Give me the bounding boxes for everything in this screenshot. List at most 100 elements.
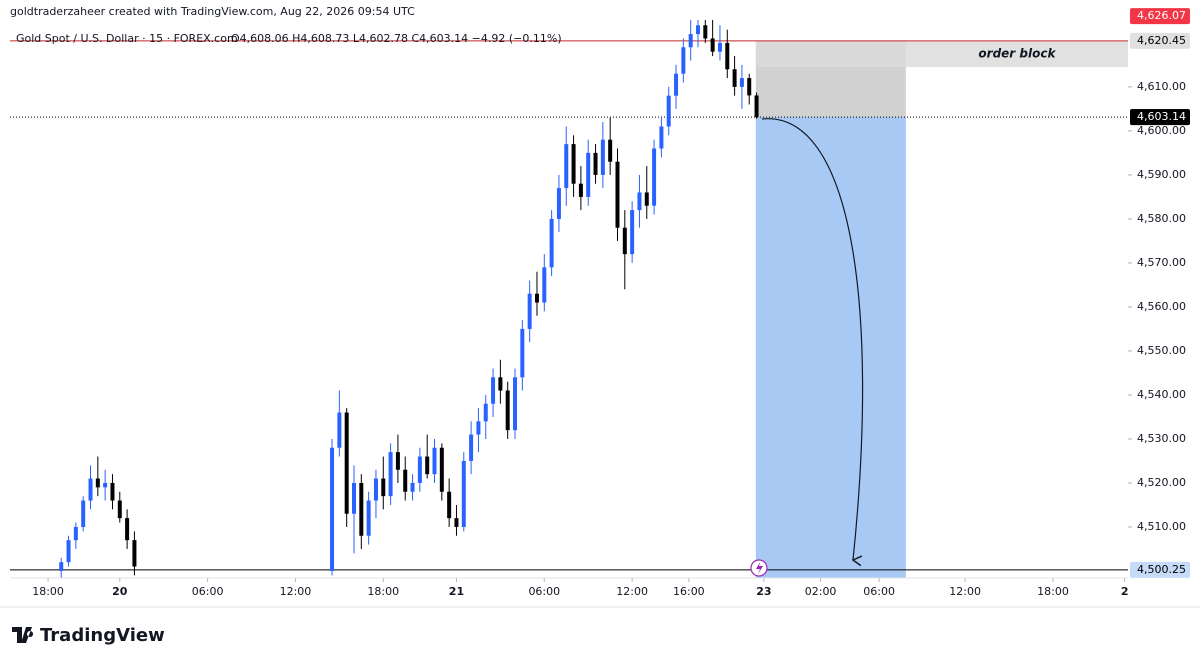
x-tick-label: 02:00 (805, 585, 837, 598)
candle-body (103, 482, 108, 488)
y-tick-label: 4,560.00 (1137, 300, 1186, 313)
y-tick-label: 4,530.00 (1137, 432, 1186, 445)
y-tick-label: 4,580.00 (1137, 212, 1186, 225)
candle-body (59, 562, 64, 571)
candle-body (447, 491, 452, 519)
candle-body (681, 47, 686, 74)
candle-body (425, 456, 430, 475)
price-label-box (1130, 109, 1190, 126)
candle-body (432, 447, 437, 475)
candle-body (703, 25, 708, 39)
x-tick-label: 20 (112, 585, 128, 598)
y-tick-label: 4,510.00 (1137, 520, 1186, 533)
candle-body (608, 139, 613, 162)
x-tick-label: 06:00 (192, 585, 224, 598)
event-icon-bolt (756, 562, 763, 574)
y-tick-label: 4,600.00 (1137, 124, 1186, 137)
price-label-box (1130, 561, 1190, 578)
candle-body (381, 478, 386, 497)
x-tick-label: 18:00 (1037, 585, 1069, 598)
candle-body (117, 500, 122, 519)
candle-body (73, 526, 78, 541)
candle-body (498, 377, 503, 391)
y-tick-label: 4,590.00 (1137, 168, 1186, 181)
candle-body (410, 482, 415, 492)
candle-body (483, 403, 488, 422)
plot (10, 20, 1128, 578)
candle-body (439, 447, 444, 492)
candle-body (542, 267, 547, 303)
candle-body (674, 73, 679, 96)
candle-body (366, 500, 371, 536)
price-label-box (1130, 8, 1190, 25)
y-tick-label: 4,550.00 (1137, 344, 1186, 357)
candle-body (337, 412, 342, 448)
candle-body (556, 188, 561, 219)
candle-body (330, 447, 335, 571)
candle-body (644, 192, 649, 206)
candle-body (461, 460, 466, 527)
candle-body (491, 377, 496, 404)
candle-body (469, 434, 474, 461)
order-block-label: order block (978, 46, 1056, 60)
price-label-box (1130, 32, 1190, 49)
candle-body (666, 95, 671, 127)
x-tick-label: 06:00 (863, 585, 895, 598)
candle-body (81, 500, 86, 527)
ohlc: O4,608.06 H4,608.73 L4,602.78 C4,603.14 … (231, 32, 562, 45)
x-tick-label: 12:00 (949, 585, 981, 598)
x-tick-label: 18:00 (367, 585, 399, 598)
candle-body (622, 227, 627, 255)
candle-body (630, 210, 635, 255)
candle-body (652, 148, 657, 206)
candle-body (747, 78, 752, 96)
y-tick-label: 4,540.00 (1137, 388, 1186, 401)
x-tick-label: 06:00 (528, 585, 560, 598)
candle-body (696, 25, 700, 35)
candle-body (476, 421, 481, 435)
candle-body (710, 38, 715, 52)
candle-body (344, 412, 349, 514)
candle-body (132, 540, 137, 567)
candle-body (739, 78, 744, 87)
candle-body (725, 42, 730, 70)
candle-body (110, 482, 115, 501)
y-tick-label: 4,520.00 (1137, 476, 1186, 489)
price-label: 4,620.45 (1137, 34, 1186, 47)
axes: 4,510.00 4,520.00 4,530.00 4,540.00 4,550.00… (0, 8, 1200, 608)
y-tick-label: 4,610.00 (1137, 80, 1186, 93)
candle-body (395, 452, 400, 470)
logo: TradingView (12, 625, 165, 646)
price-label: 4,603.14 (1137, 110, 1186, 123)
x-tick-label: 12:00 (280, 585, 312, 598)
candle-body (754, 95, 759, 118)
candle-body (564, 144, 569, 189)
x-tick-label: 12:00 (616, 585, 648, 598)
candle-body (659, 126, 664, 149)
x-tick-label: 18:00 (32, 585, 64, 598)
x-tick-label: 2 (1121, 585, 1129, 598)
drawings: order block (755, 40, 1128, 579)
candle-body (352, 482, 356, 514)
candle-body (373, 478, 378, 501)
candle-body (125, 518, 130, 541)
candle-body (571, 144, 576, 184)
candle-body (586, 152, 591, 197)
candle-body (520, 328, 525, 378)
logo-mark (12, 627, 34, 643)
candle-body (688, 34, 693, 48)
x-tick-label: 21 (449, 585, 464, 598)
arrow (761, 118, 864, 567)
candle-body (359, 482, 364, 536)
candle-body (403, 469, 408, 492)
attribution: goldtraderzaheer created with TradingVie… (10, 5, 415, 18)
x-tick-label: 23 (756, 585, 771, 598)
x-tick-label: 16:00 (673, 585, 705, 598)
brand: TradingView (40, 625, 165, 646)
candle-body (732, 69, 737, 87)
price-label: 4,500.25 (1137, 563, 1186, 576)
candle-body (578, 183, 583, 197)
order-block (755, 40, 1128, 68)
candle-body (66, 540, 71, 563)
